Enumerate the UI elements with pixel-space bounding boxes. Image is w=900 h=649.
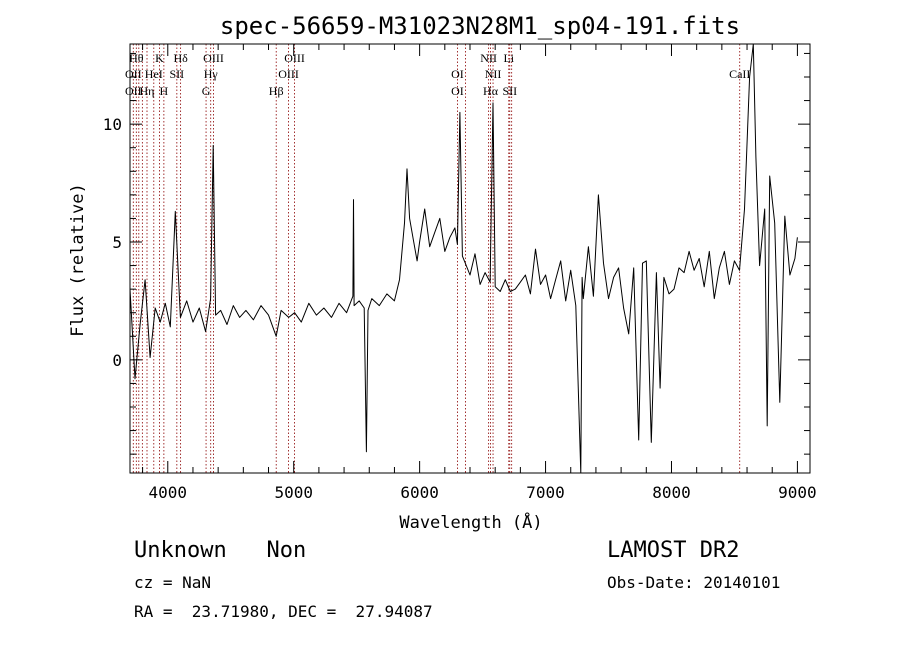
spectrum-series-line (129, 43, 798, 474)
redshift-label: cz = NaN (134, 573, 212, 592)
emission-line-label: Hδ (173, 51, 188, 65)
emission-line-label: H (160, 84, 169, 98)
survey-label: LAMOST DR2 (607, 538, 740, 563)
y-tick-label: 0 (112, 351, 122, 370)
emission-line-label: Hγ (204, 67, 219, 81)
emission-line-label: CaII (729, 67, 750, 81)
emission-line-label: K (155, 51, 164, 65)
emission-line-label: HeI (145, 67, 163, 81)
emission-line-label: OI (451, 67, 464, 81)
plot-axes: 4000 5000 6000 7000 8000 9000 0 5 10 (103, 43, 817, 502)
chart-title: spec-56659-M31023N28M1_sp04-191.fits (220, 12, 740, 40)
emission-line-label: OII (125, 67, 142, 81)
y-tick-label: 5 (112, 233, 122, 252)
coordinates-label: RA = 23.71980, DEC = 27.94087 (134, 602, 433, 621)
emission-line-labels: OIIOIIHθHηHeIKHSIIHδGHγOIIIHβOIIIOIIIOIO… (125, 51, 750, 98)
emission-line-label: Hβ (269, 84, 284, 98)
emission-line-label: SII (502, 84, 517, 98)
emission-line-label: SII (170, 67, 185, 81)
x-tick-label: 7000 (526, 483, 565, 502)
emission-line-label: OI (451, 84, 464, 98)
x-tick-label: 5000 (274, 483, 313, 502)
x-axis-label: Wavelength (Å) (399, 511, 542, 533)
emission-line-label: OIII (278, 67, 299, 81)
emission-line-label: OIII (284, 51, 305, 65)
x-tick-label: 9000 (778, 483, 817, 502)
x-tick-label: 6000 (400, 483, 439, 502)
object-class-label: Unknown Non (134, 538, 307, 563)
emission-line-label: Hα (483, 84, 499, 98)
emission-line-label: OIII (203, 51, 224, 65)
obs-date-label: Obs-Date: 20140101 (607, 573, 781, 592)
emission-line-label: NII (485, 67, 502, 81)
emission-line-markers (132, 44, 741, 473)
emission-line-label: G (202, 84, 211, 98)
emission-line-label: Hθ (129, 51, 144, 65)
y-tick-label: 10 (103, 115, 122, 134)
emission-line-label: Li (503, 51, 514, 65)
x-tick-label: 4000 (149, 483, 188, 502)
emission-line-label: Hη (140, 84, 155, 98)
emission-line-label: NII (480, 51, 497, 65)
y-axis-label: Flux (relative) (68, 183, 88, 337)
emission-line-label: OII (125, 84, 142, 98)
x-tick-label: 8000 (652, 483, 691, 502)
